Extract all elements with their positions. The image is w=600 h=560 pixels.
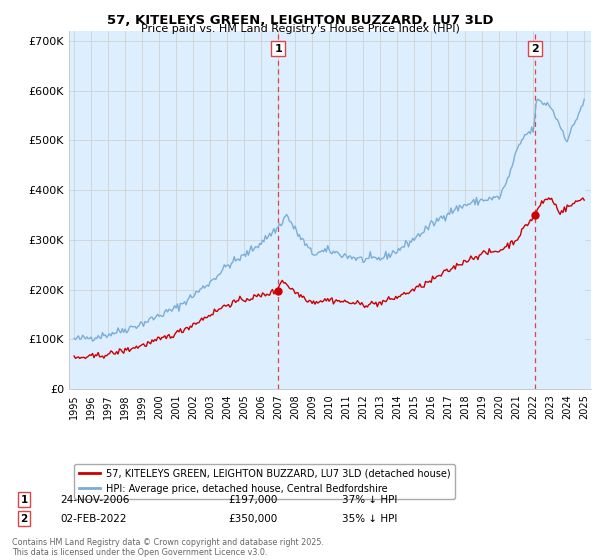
Text: £197,000: £197,000 (228, 494, 277, 505)
Text: 1: 1 (274, 44, 282, 54)
Text: 24-NOV-2006: 24-NOV-2006 (60, 494, 130, 505)
Text: 35% ↓ HPI: 35% ↓ HPI (342, 514, 397, 524)
Text: Contains HM Land Registry data © Crown copyright and database right 2025.
This d: Contains HM Land Registry data © Crown c… (12, 538, 324, 557)
Text: 57, KITELEYS GREEN, LEIGHTON BUZZARD, LU7 3LD: 57, KITELEYS GREEN, LEIGHTON BUZZARD, LU… (107, 14, 493, 27)
Text: 2: 2 (531, 44, 539, 54)
Text: 2: 2 (20, 514, 28, 524)
Text: 02-FEB-2022: 02-FEB-2022 (60, 514, 127, 524)
Text: 37% ↓ HPI: 37% ↓ HPI (342, 494, 397, 505)
Legend: 57, KITELEYS GREEN, LEIGHTON BUZZARD, LU7 3LD (detached house), HPI: Average pri: 57, KITELEYS GREEN, LEIGHTON BUZZARD, LU… (74, 464, 455, 498)
Text: 1: 1 (20, 494, 28, 505)
Text: £350,000: £350,000 (228, 514, 277, 524)
Text: Price paid vs. HM Land Registry's House Price Index (HPI): Price paid vs. HM Land Registry's House … (140, 24, 460, 34)
